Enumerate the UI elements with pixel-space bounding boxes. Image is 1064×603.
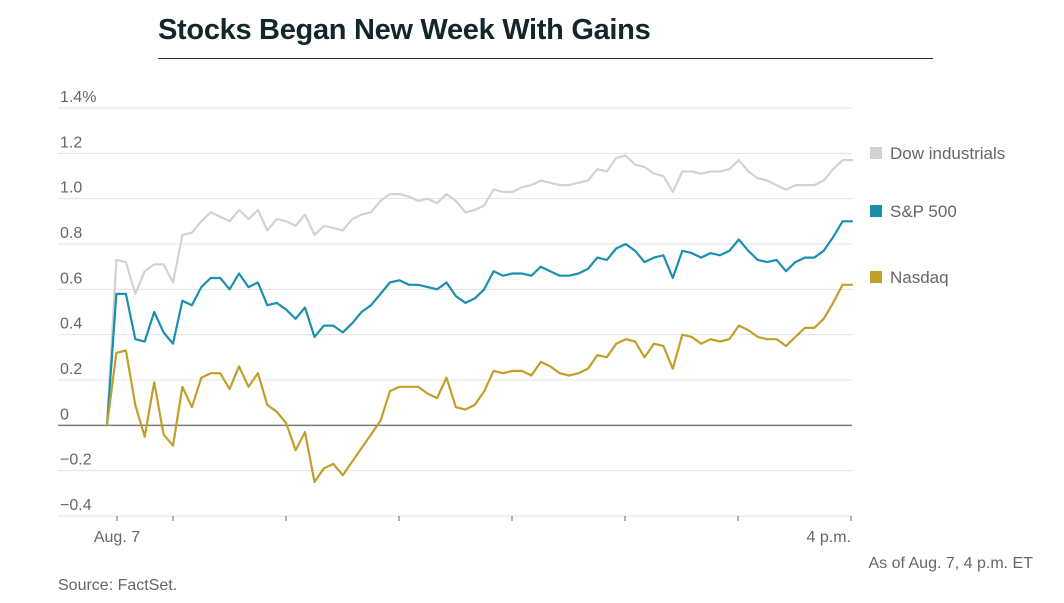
y-tick-label: 1.0 [60,180,82,197]
chart-title: Stocks Began New Week With Gains [158,14,651,46]
series-line-nasdaq [105,283,854,484]
y-tick-label: 1.2 [60,134,82,151]
grid-lines [58,107,852,517]
legend-swatch [870,271,882,283]
y-tick-label: 0 [60,406,69,423]
y-tick-label: 0.6 [60,270,82,287]
y-tick-label: 0.2 [60,361,82,378]
y-tick-label: −0.4 [60,497,92,514]
x-axis: Aug. 7 4 p.m. [94,516,852,546]
x-tick-label: 4 p.m. [807,529,851,546]
legend-label: S&P 500 [890,202,957,221]
series-line-s-p-500 [105,220,854,427]
legend-swatch [870,147,882,159]
series-line-dow-industrials [105,154,854,427]
title-rule [158,58,933,59]
y-tick-label: −0.2 [60,452,92,469]
series-lines [105,154,854,484]
legend-swatch [870,205,882,217]
source-note: Source: FactSet. [58,577,178,594]
x-tick-label: Aug. 7 [94,529,140,546]
legend: Dow industrials S&P 500 Nasdaq [870,144,1005,287]
y-tick-label: 1.4% [60,89,96,106]
y-axis-ticks: 1.4% 1.2 1.0 0.8 0.6 0.4 0.2 0 −0.2 −0.4 [60,89,96,514]
legend-label: Nasdaq [890,268,949,287]
y-tick-label: 0.4 [60,316,82,333]
legend-label: Dow industrials [890,144,1005,163]
as-of-note: As of Aug. 7, 4 p.m. ET [868,555,1033,572]
y-tick-label: 0.8 [60,225,82,242]
